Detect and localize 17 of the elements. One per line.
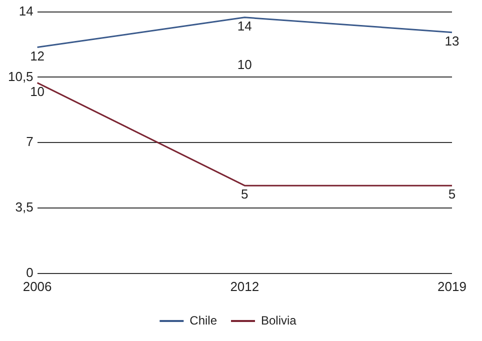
data-label: 5 <box>448 186 456 202</box>
data-label: 14 <box>237 18 252 34</box>
y-tick-label: 3,5 <box>15 200 34 215</box>
data-label: 13 <box>444 33 460 48</box>
x-tick-label: 2012 <box>230 278 260 294</box>
x-tick-label: 2019 <box>438 278 466 294</box>
y-tick-label: 7 <box>26 134 34 150</box>
legend-label: Chile <box>190 313 218 328</box>
data-label: 12 <box>30 48 45 64</box>
data-label: 10 <box>30 84 45 99</box>
legend-label: Bolivia <box>261 313 297 328</box>
data-label: 5 <box>241 186 248 202</box>
x-tick-label: 2006 <box>22 278 52 294</box>
y-tick-label: 0 <box>26 264 34 280</box>
annotation: 10 <box>237 56 252 72</box>
y-tick-label: 14 <box>18 3 34 18</box>
y-tick-label: 10,5 <box>8 68 34 84</box>
